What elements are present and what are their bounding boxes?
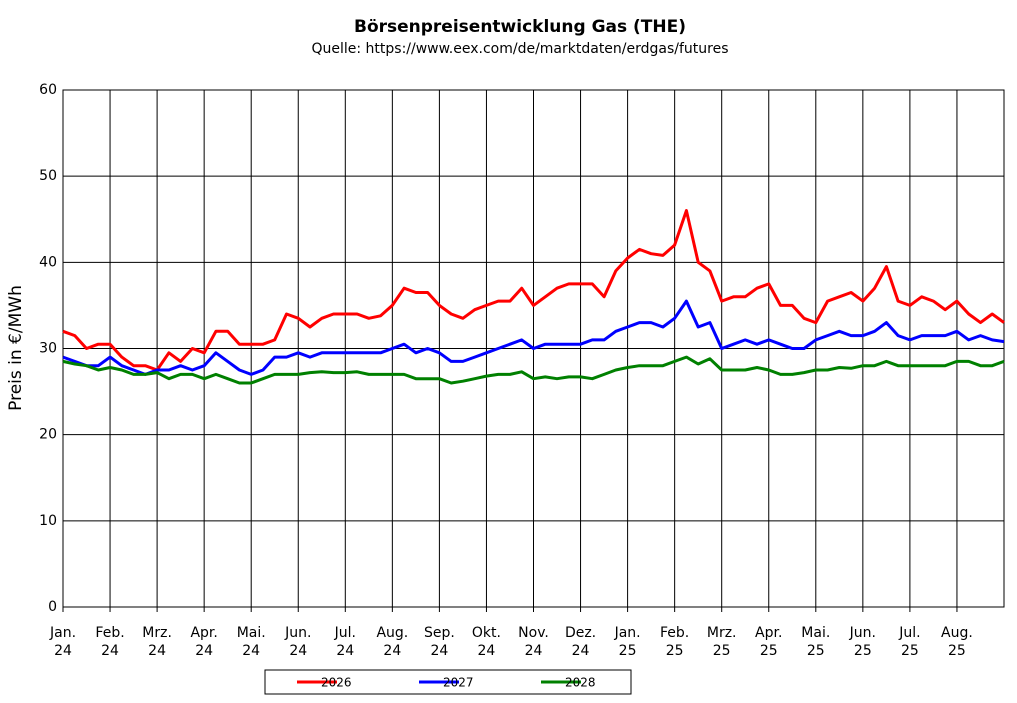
x-tick-label: Jun. 24 — [285, 625, 312, 659]
x-tick-label: Mrz. 24 — [142, 625, 172, 659]
legend-label: 2028 — [565, 676, 596, 690]
x-tick-label: Apr. 25 — [755, 625, 783, 659]
x-tick-label: Sep. 24 — [423, 625, 455, 659]
x-tick-label: Jan. 25 — [614, 625, 641, 659]
x-tick-label: Mai. 24 — [236, 625, 266, 659]
x-tick-label: Nov. 24 — [518, 625, 549, 659]
x-tick-label: Mai. 25 — [801, 625, 831, 659]
y-tick-label: 40 — [39, 254, 57, 270]
x-tick-label: Apr. 24 — [190, 625, 218, 659]
x-tick-label: Aug. 25 — [941, 625, 973, 659]
y-tick-label: 10 — [39, 513, 57, 529]
y-tick-label: 60 — [39, 82, 57, 98]
x-tick-label: Jan. 24 — [49, 625, 77, 659]
legend-label: 2027 — [443, 676, 474, 690]
y-tick-label: 0 — [48, 599, 57, 615]
y-axis-label: Preis in €/MWh — [6, 285, 26, 411]
x-tick-label: Jun. 25 — [849, 625, 876, 659]
x-tick-label: Dez. 24 — [564, 625, 597, 659]
chart-subtitle: Quelle: https://www.eex.com/de/marktdate… — [311, 41, 728, 57]
x-tick-label: Feb. 24 — [95, 625, 125, 659]
y-tick-label: 30 — [39, 341, 57, 357]
series-line — [62, 299, 1005, 376]
x-tick-label: Mrz. 25 — [706, 625, 737, 659]
series-line — [62, 209, 1005, 372]
legend-label: 2026 — [321, 676, 352, 690]
series-line — [62, 355, 1005, 385]
y-tick-label: 20 — [39, 427, 57, 443]
x-tick-label: Aug. 24 — [376, 625, 409, 659]
x-tick-label: Feb. 25 — [660, 625, 690, 659]
x-tick-label: Jul. 25 — [899, 625, 921, 659]
plot-border — [62, 89, 1005, 608]
chart-title: Börsenpreisentwicklung Gas (THE) — [354, 17, 686, 37]
y-tick-label: 50 — [39, 168, 57, 184]
x-tick-label: Okt. 24 — [471, 625, 501, 659]
x-tick-label: Jul. 24 — [334, 625, 356, 659]
